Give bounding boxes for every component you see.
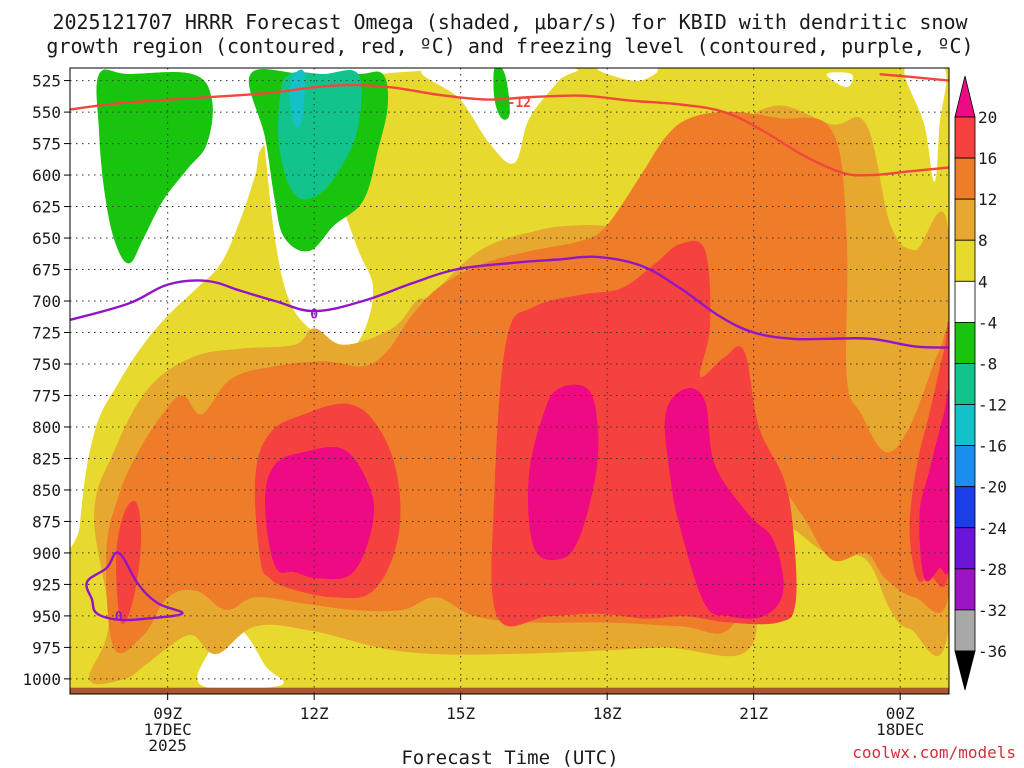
y-tick-label: 925 — [32, 575, 61, 594]
y-tick-label: 775 — [32, 386, 61, 405]
colorbar-label: -36 — [978, 642, 1007, 661]
colorbar-label: -16 — [978, 437, 1007, 456]
colorbar-bottom-arrow — [954, 650, 976, 691]
colorbar-label: 16 — [978, 149, 997, 168]
contour-label-0: -12 — [508, 96, 531, 111]
omega-region-1 — [421, 68, 578, 164]
colorbar-swatch-11 — [954, 527, 976, 570]
x-tick-label: 21Z — [739, 704, 768, 723]
colorbar-label: 4 — [978, 272, 988, 291]
colorbar-swatch-1 — [954, 116, 976, 159]
omega-region-2 — [597, 68, 658, 81]
y-tick-label: 800 — [32, 418, 61, 437]
y-tick-label: 550 — [32, 103, 61, 122]
y-tick-label: 700 — [32, 292, 61, 311]
x-tick-label: 2025 — [148, 736, 187, 755]
colorbar-top-arrow — [954, 75, 976, 118]
x-tick-label: 15Z — [446, 704, 475, 723]
y-tick-label: 675 — [32, 261, 61, 280]
colorbar-label: -20 — [978, 478, 1007, 497]
omega-region-4 — [826, 72, 853, 88]
colorbar-swatch-9 — [954, 445, 976, 488]
y-tick-label: 950 — [32, 607, 61, 626]
x-tick-label: 17DEC — [144, 720, 192, 739]
y-tick-label: 1000 — [22, 670, 61, 689]
terrain-ground — [70, 687, 949, 694]
colorbar-swatch-2 — [954, 157, 976, 200]
y-axis: 525 550 575 600 625 650 675 700 725 750 775 800 825 8… — [22, 72, 70, 689]
omega-region-19 — [264, 446, 375, 580]
omega-region-10 — [493, 68, 510, 120]
dgz-contour-0 — [70, 83, 949, 177]
colorbar-swatch-7 — [954, 363, 976, 405]
title-line-2: growth region (contoured, red, ºC) and f… — [46, 34, 973, 58]
x-tick-label: 00Z — [886, 704, 915, 723]
omega-region-15 — [116, 500, 142, 624]
y-tick-label: 975 — [32, 638, 61, 657]
colorbar-swatch-8 — [954, 404, 976, 447]
freezing-level-contour-3 — [85, 551, 184, 622]
colorbar-label: -8 — [978, 354, 997, 373]
omega-region-3 — [904, 68, 947, 182]
colorbar-label: 20 — [978, 108, 997, 127]
title-line-1: 2025121707 HRRR Forecast Omega (shaded, … — [52, 10, 968, 34]
omega-region-20 — [528, 384, 599, 561]
credit-text: coolwx.com/models — [852, 743, 1016, 762]
y-tick-label: 625 — [32, 198, 61, 217]
y-tick-label: 525 — [32, 72, 61, 91]
omega-region-12 — [289, 69, 306, 128]
colorbar-label: 8 — [978, 231, 988, 250]
colorbar-swatch-5 — [954, 280, 976, 323]
grid-lines — [70, 68, 949, 694]
colorbar-label: -24 — [978, 519, 1007, 538]
colorbar-swatch-4 — [954, 239, 976, 282]
colorbar-swatch-6 — [954, 321, 976, 364]
colorbar: 20 16 12 8 4 -4 -8 -12 -16 -20 -24 -28 -32 -36 — [954, 75, 1007, 691]
freezing-level-contour-2 — [70, 255, 949, 349]
y-tick-label: 875 — [32, 512, 61, 531]
chart-title: 2025121707 HRRR Forecast Omega (shaded, … — [46, 10, 973, 58]
omega-region-8 — [96, 69, 213, 264]
omega-shading — [70, 68, 949, 694]
x-tick-label: 18DEC — [876, 720, 924, 739]
omega-region-22 — [919, 390, 949, 582]
colorbar-label: -4 — [978, 313, 997, 332]
x-tick-label: 12Z — [300, 704, 329, 723]
y-tick-label: 650 — [32, 229, 61, 248]
colorbar-swatch-13 — [954, 609, 976, 652]
y-tick-label: 850 — [32, 481, 61, 500]
colorbar-label: -32 — [978, 601, 1007, 620]
y-tick-label: 600 — [32, 166, 61, 185]
contour-labels: -12 0 0 — [115, 96, 531, 625]
colorbar-label: -12 — [978, 396, 1007, 415]
colorbar-swatch-3 — [954, 198, 976, 241]
colorbar-swatch-12 — [954, 568, 976, 611]
y-tick-label: 725 — [32, 324, 61, 343]
plot-frame — [69, 67, 950, 695]
contour-label-2: 0 — [310, 308, 318, 323]
y-tick-label: 825 — [32, 449, 61, 468]
colorbar-label: 12 — [978, 190, 997, 209]
y-tick-label: 900 — [32, 544, 61, 563]
y-tick-label: 750 — [32, 355, 61, 374]
x-tick-label: 09Z — [153, 704, 182, 723]
contour-lines — [70, 73, 949, 622]
y-tick-label: 575 — [32, 135, 61, 154]
x-axis-title: Forecast Time (UTC) — [401, 747, 618, 768]
x-tick-label: 18Z — [593, 704, 622, 723]
colorbar-swatch-10 — [954, 486, 976, 529]
dgz-contour-1 — [879, 73, 949, 82]
contour-label-3: 0 — [115, 610, 123, 625]
colorbar-label: -28 — [978, 560, 1007, 579]
terrain-layer — [70, 687, 949, 694]
